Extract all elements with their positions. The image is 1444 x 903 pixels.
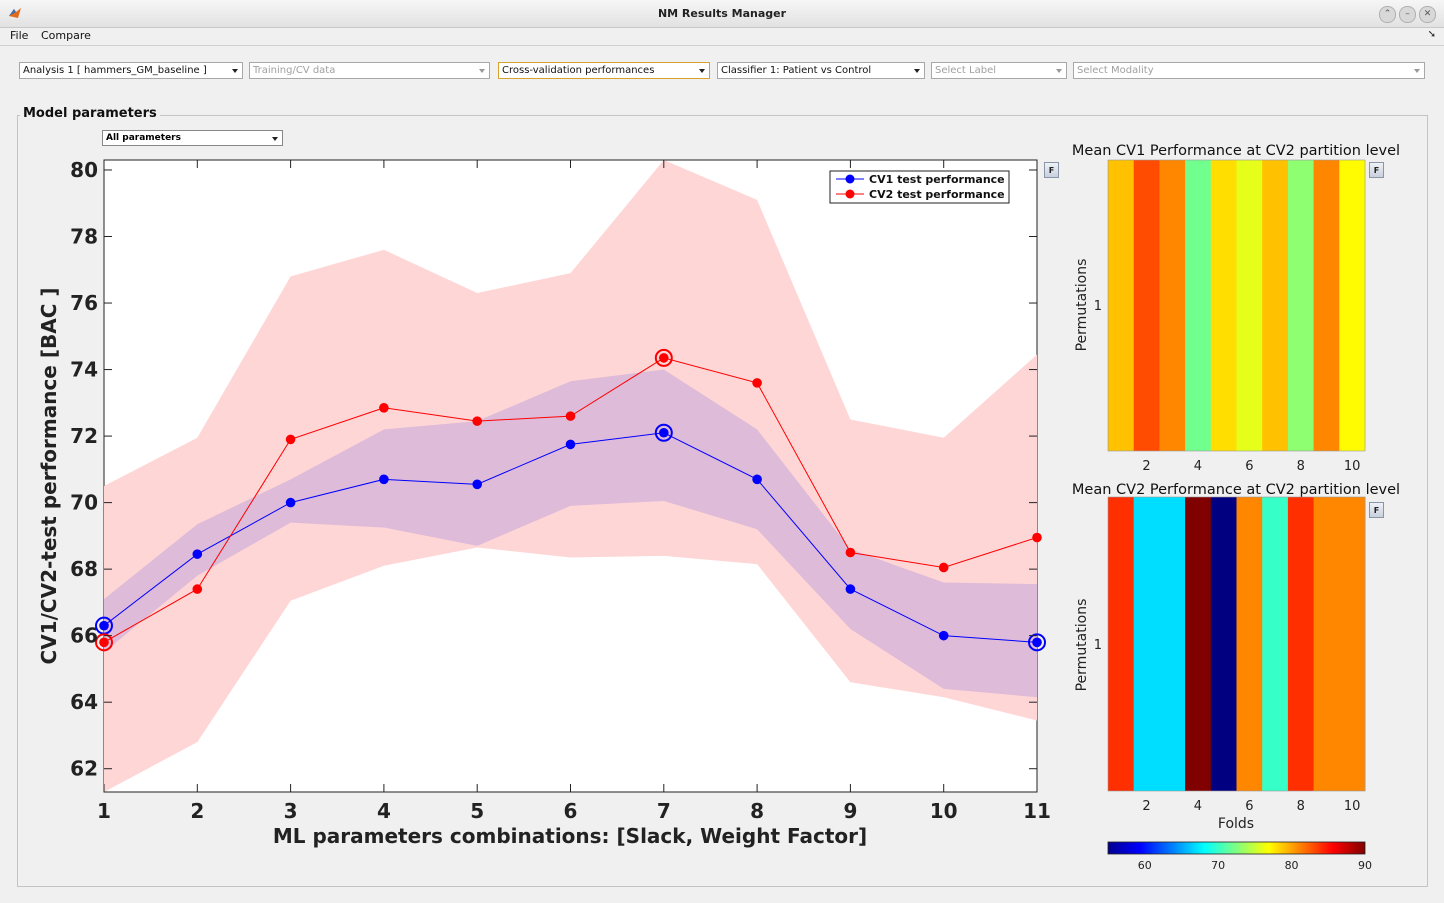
analysis-select[interactable]: Analysis 1 [ hammers_GM_baseline ] xyxy=(19,62,243,79)
chevron-down-icon xyxy=(272,137,278,141)
chevron-down-icon xyxy=(232,69,238,73)
title-bar: NM Results Manager ⌃ – ✕ xyxy=(0,0,1444,28)
maximize-icon[interactable]: ⌃ xyxy=(1379,6,1396,23)
model-parameters-panel xyxy=(17,115,1428,887)
menu-file[interactable]: File xyxy=(10,29,29,42)
close-icon[interactable]: ✕ xyxy=(1419,6,1436,23)
menu-compare[interactable]: Compare xyxy=(41,29,91,42)
cv1-map-f-button[interactable]: F xyxy=(1369,162,1384,178)
main-plot-f-button[interactable]: F xyxy=(1044,162,1059,178)
parameter-select[interactable]: All parameters xyxy=(102,130,283,146)
chevron-down-icon xyxy=(699,69,705,73)
classifier-select[interactable]: Classifier 1: Patient vs Control xyxy=(717,62,925,79)
cv2-map-f-button[interactable]: F xyxy=(1369,502,1384,518)
chevron-down-icon xyxy=(914,69,920,73)
menu-separator xyxy=(0,45,1444,46)
minimize-icon[interactable]: – xyxy=(1399,6,1416,23)
window-title: NM Results Manager xyxy=(657,7,787,20)
panel-title: Model parameters xyxy=(20,106,160,121)
view-select[interactable]: Cross-validation performances xyxy=(498,62,710,79)
toolbar-toggle-icon[interactable]: ➘ xyxy=(1427,29,1436,40)
chevron-down-icon xyxy=(479,69,485,73)
modality-select[interactable]: Select Modality xyxy=(1073,62,1425,79)
chevron-down-icon xyxy=(1414,69,1420,73)
menu-bar: File Compare ➘ xyxy=(0,28,1444,44)
chevron-down-icon xyxy=(1056,69,1062,73)
data-select[interactable]: Training/CV data xyxy=(249,62,490,79)
matlab-icon xyxy=(9,8,21,18)
label-select[interactable]: Select Label xyxy=(931,62,1067,79)
